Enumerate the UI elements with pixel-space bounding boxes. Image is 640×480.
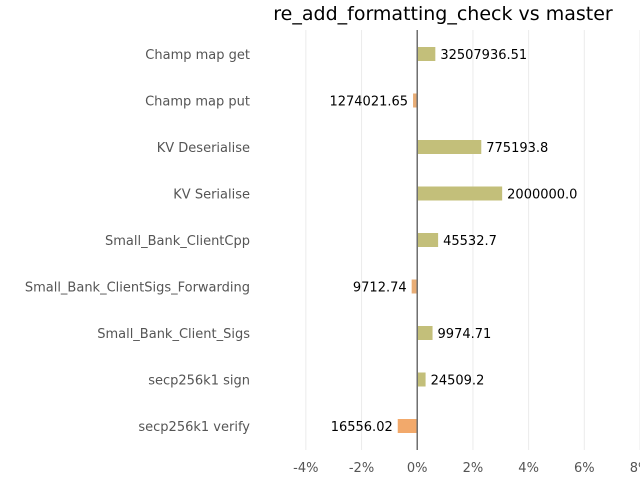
data-label: 9712.74 bbox=[353, 281, 407, 296]
category-label: Small_Bank_ClientCpp bbox=[105, 234, 250, 249]
x-tick-label: 0% bbox=[407, 461, 428, 476]
data-label: 775193.8 bbox=[486, 141, 548, 156]
bar bbox=[417, 47, 436, 61]
bar bbox=[417, 326, 433, 340]
x-tick-label: -2% bbox=[349, 461, 374, 476]
bar bbox=[417, 372, 426, 387]
bar bbox=[411, 279, 418, 294]
bar bbox=[417, 186, 503, 201]
category-label: secp256k1 verify bbox=[138, 420, 250, 435]
bar bbox=[417, 140, 482, 154]
value-labels: 32507936.51 1274021.65 775193.8 2000000.0 45… bbox=[329, 48, 577, 435]
data-label: 32507936.51 bbox=[440, 48, 527, 63]
bar bbox=[397, 419, 418, 433]
category-label: Champ map get bbox=[145, 48, 250, 63]
chart-title: re_add_formatting_check vs master bbox=[273, 3, 613, 25]
data-label: 2000000.0 bbox=[507, 188, 577, 203]
category-label: KV Deserialise bbox=[157, 141, 250, 156]
data-label: 9974.71 bbox=[438, 327, 492, 342]
x-tick-label: 6% bbox=[574, 461, 595, 476]
x-tick-label: -4% bbox=[293, 461, 318, 476]
x-tick-label: 4% bbox=[518, 461, 539, 476]
x-tick-labels: -4% -2% 0% 2% 4% 6% 8% bbox=[293, 461, 640, 476]
x-tick-label: 8% bbox=[630, 461, 640, 476]
bar bbox=[413, 93, 418, 108]
data-label: 45532.7 bbox=[443, 234, 497, 249]
bar bbox=[417, 233, 439, 247]
category-label: Small_Bank_ClientSigs_Forwarding bbox=[25, 281, 250, 296]
bars bbox=[397, 47, 503, 433]
category-label: Small_Bank_Client_Sigs bbox=[97, 327, 250, 342]
category-label: secp256k1 sign bbox=[148, 374, 250, 389]
category-label: Champ map put bbox=[145, 95, 250, 110]
x-tick-label: 2% bbox=[463, 461, 484, 476]
data-label: 24509.2 bbox=[431, 374, 485, 389]
data-label: 1274021.65 bbox=[329, 95, 408, 110]
category-label: KV Serialise bbox=[173, 188, 250, 203]
data-label: 16556.02 bbox=[331, 420, 393, 435]
category-labels: Champ map get Champ map put KV Deserialise… bbox=[25, 48, 250, 435]
grid bbox=[305, 30, 640, 450]
